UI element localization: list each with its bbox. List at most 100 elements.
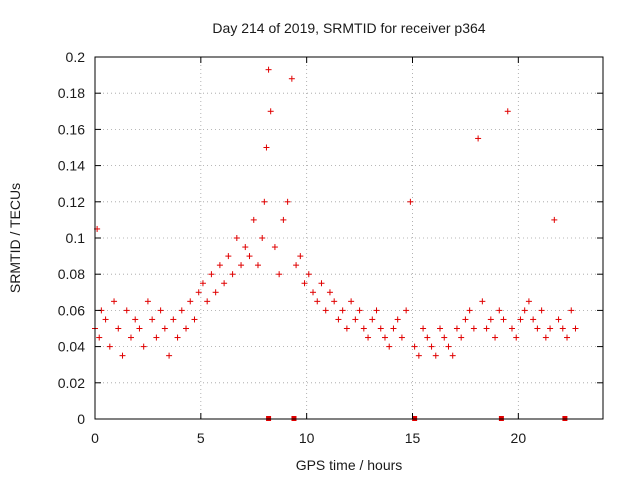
data-point [106,343,113,350]
data-points [92,66,579,359]
data-point [441,334,448,341]
x-tick-label: 0 [91,430,99,446]
data-point [496,307,503,314]
y-tick-label: 0.08 [58,266,85,282]
x-axis-label: GPS time / hours [296,457,403,473]
data-point [462,316,469,323]
data-point [445,343,452,350]
data-point [513,334,520,341]
data-point [271,244,278,251]
data-point [483,325,490,332]
data-point [149,316,156,323]
data-point [326,289,333,296]
data-point [216,262,223,269]
data-point [263,144,270,151]
data-point [568,307,575,314]
data-point [96,334,103,341]
data-point [331,298,338,305]
data-point [403,307,410,314]
data-point [538,307,545,314]
data-point [191,316,198,323]
data-point [369,316,376,323]
data-point [458,334,465,341]
y-tick-label: 0.04 [58,339,85,355]
data-point [225,253,232,260]
data-point [466,307,473,314]
data-point [136,325,143,332]
y-tick-label: 0.06 [58,302,85,318]
chart-title: Day 214 of 2019, SRMTID for receiver p36… [212,20,485,36]
data-point [153,334,160,341]
data-point [229,271,236,278]
data-point [212,289,219,296]
data-point [276,271,283,278]
data-point [547,325,554,332]
data-point [119,352,126,359]
data-point [424,334,431,341]
y-tick-label: 0 [77,411,85,427]
data-point [487,316,494,323]
data-point [204,298,211,305]
data-point [348,298,355,305]
data-point [343,325,350,332]
x-tick-label: 5 [197,430,205,446]
data-point [415,352,422,359]
data-point [437,325,444,332]
data-point [267,108,274,115]
data-point [356,307,363,314]
data-point [157,307,164,314]
data-point [310,289,317,296]
data-point [161,325,168,332]
data-point [140,343,147,350]
data-point [115,325,122,332]
data-point [470,325,477,332]
data-point [365,334,372,341]
data-point [132,316,139,323]
y-tick-label: 0.02 [58,375,85,391]
data-point [508,325,515,332]
data-point [261,198,268,205]
data-point [250,216,257,223]
y-tick-label: 0.2 [66,49,86,65]
data-point [178,307,185,314]
data-point [233,235,240,241]
data-point [377,325,384,332]
data-point [123,307,130,314]
data-point [111,298,118,305]
data-point [314,298,321,305]
data-point [475,135,482,142]
data-point [259,235,266,241]
data-point [373,307,380,314]
data-point [559,325,566,332]
x-tick-label: 10 [299,430,315,446]
data-point [517,316,524,323]
data-point [479,298,486,305]
data-point [246,253,253,260]
data-point [339,307,346,314]
data-point [144,298,151,305]
data-point [572,325,579,332]
data-point [398,334,405,341]
data-point [280,216,287,223]
y-tick-label: 0.12 [58,194,85,210]
data-point [407,198,414,205]
data-point [238,262,245,269]
data-point [555,316,562,323]
data-point [199,280,206,287]
data-point [500,316,507,323]
data-point [174,334,181,341]
data-point [183,325,190,332]
data-point [102,316,109,323]
data-point [265,66,272,73]
y-tick-label: 0.18 [58,85,85,101]
data-point [288,75,295,82]
data-point [381,334,388,341]
data-point [492,334,499,341]
data-point [221,280,228,287]
data-point [127,334,134,341]
y-tick-label: 0.16 [58,121,85,137]
data-point [335,316,342,323]
data-point [542,334,549,341]
y-tick-label: 0.1 [66,230,86,246]
data-point [187,298,194,305]
